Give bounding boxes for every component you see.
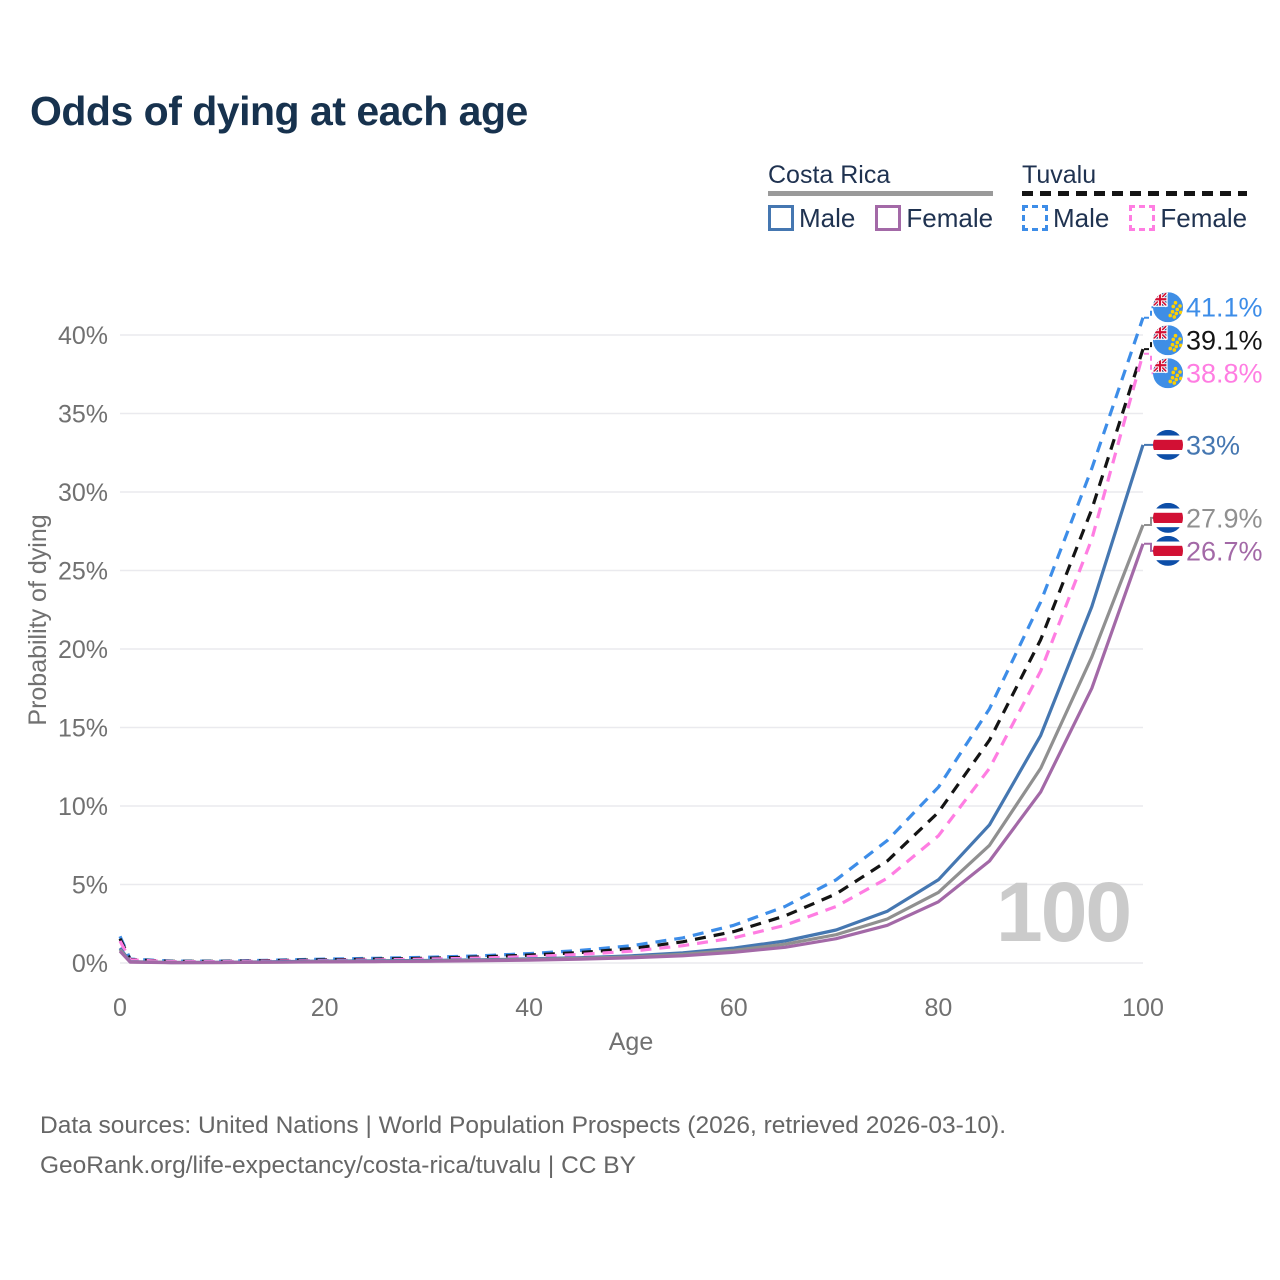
legend-item-label: Male [1053,203,1110,233]
legend-items: Male Female [1022,205,1247,231]
y-tick-label: 30% [58,479,108,507]
legend-swatch-icon [1129,205,1156,231]
legend-swatch-icon [768,205,794,231]
y-tick-label: 35% [58,401,108,429]
chart-plot-area[interactable] [120,295,1143,963]
x-tick-label: 80 [924,994,952,1022]
x-tick-label: 40 [515,994,543,1022]
chart: 0% 5% 10% 15% 20% 25% 30% 35% 40% 0 20 40 60 80 100 41… [24,292,1263,1056]
y-tick-label: 25% [58,558,108,586]
legend-item-label: Male [799,203,856,233]
end-label-value: 27.9% [1186,503,1263,533]
y-tick-label: 10% [58,793,108,821]
y-tick-label: 40% [58,322,108,350]
legend-group-line-sample [1022,191,1248,196]
chart-canvas: 0% 5% 10% 15% 20% 25% 30% 35% 40% 0 20 40 60 80 100 41… [24,292,1263,1056]
legend-group-header[interactable]: Costa Rica [768,161,994,196]
end-label-tuvalu-male: 41.1% [1153,292,1263,323]
legend-swatch-icon [1022,205,1048,231]
line-costa-rica-female [118,543,1145,965]
legend-swatch-icon [875,205,902,231]
end-label-value: 26.7% [1186,536,1263,566]
costa-rica-flag-icon [1153,502,1183,533]
tuvalu-flag-icon [1153,292,1183,323]
x-axis-title: Age [609,1028,653,1056]
legend-group-costa-rica[interactable]: Costa Rica Male Female [768,161,994,231]
costa-rica-flag-icon [1153,429,1183,460]
x-tick-label: 100 [1122,994,1164,1022]
end-label-value: 33% [1186,430,1240,460]
legend-items: Male Female [768,205,993,231]
legend-item-tuvalu-female[interactable]: Female [1129,205,1247,231]
end-label-tuvalu: 39.1% [1153,325,1263,356]
y-tick-label: 20% [58,636,108,664]
legend-group-header[interactable]: Tuvalu [1022,161,1248,196]
end-label-costa-rica: 27.9% [1153,502,1263,533]
page-title: Odds of dying at each age [30,88,528,134]
end-label-value: 39.1% [1186,326,1263,356]
y-axis-title: Probability of dying [24,514,52,725]
legend-group-title: Tuvalu [1022,161,1097,189]
legend-group-title: Costa Rica [768,161,891,189]
end-label-value: 41.1% [1186,293,1263,323]
tuvalu-flag-icon [1153,358,1183,389]
end-label-costa-rica-female: 26.7% [1153,535,1263,566]
legend-group-tuvalu[interactable]: Tuvalu Male Female [1022,161,1248,231]
age-counter: 100 [996,865,1132,959]
legend-item-tuvalu-male[interactable]: Male [1022,205,1109,231]
footer: Data sources: United Nations | World Pop… [40,1106,1006,1186]
footer-data-sources: Data sources: United Nations | World Pop… [40,1112,1007,1139]
legend-item-costa-rica-male[interactable]: Male [768,205,855,231]
y-tick-label: 0% [72,950,108,978]
end-label-layer: 41.1%39.1%38.8% 33% 27.9%26.7% [1144,292,1263,566]
legend-group-line-sample [768,191,994,196]
x-tick-label: 60 [720,994,748,1022]
y-tick-label: 15% [58,715,108,743]
tuvalu-flag-icon [1153,325,1183,356]
costa-rica-flag-icon [1153,535,1183,566]
y-tick-label: 5% [72,872,108,900]
footer-attribution: GeoRank.org/life-expectancy/costa-rica/t… [40,1152,636,1179]
legend-item-label: Female [906,203,994,233]
legend-item-label: Female [1160,203,1248,233]
end-label-value: 38.8% [1186,359,1263,389]
legend-item-costa-rica-female[interactable]: Female [875,205,993,231]
legend: Costa Rica Male Female Tuvalu Male Female [0,162,1280,242]
x-tick-label: 20 [311,994,339,1022]
end-label-costa-rica-male: 33% [1153,429,1240,460]
series-layer [118,317,1145,965]
grid-layer: 0% 5% 10% 15% 20% 25% 30% 35% 40% 0 20 40 60 80 100 [58,322,1164,1022]
x-tick-label: 0 [113,994,127,1022]
end-label-tuvalu-female: 38.8% [1153,358,1263,389]
